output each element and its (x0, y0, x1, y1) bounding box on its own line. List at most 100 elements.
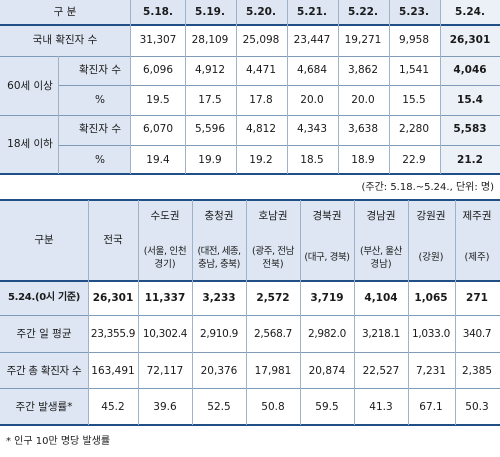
table1-cell: 4,812 (245, 123, 277, 135)
table2-region-name: 제주권 (462, 210, 492, 222)
table2-footnote: * 인구 10만 명당 발생률 (6, 436, 111, 447)
table2-cell: 2,982.0 (308, 328, 346, 340)
table2-cell: 271 (466, 292, 488, 304)
table2-cell: 26,301 (92, 292, 134, 304)
table1-header-date: 5.18. (143, 6, 173, 18)
table2-region-name: 충청권 (204, 210, 234, 222)
table1-header-date: 5.19. (195, 6, 225, 18)
table2-cell: 2,568.7 (254, 328, 292, 340)
table2-cell: 10,302.4 (142, 328, 188, 340)
table1-cell: 28,109 (191, 34, 229, 46)
table1-col-rule (130, 0, 131, 174)
table2-bottom-rule (0, 424, 500, 426)
table2-cell: 50.8 (261, 401, 285, 413)
table1-cell: 17.8 (249, 94, 273, 106)
table1-cell: 9,958 (398, 34, 430, 46)
table2-region-name: 강원권 (416, 210, 446, 222)
table1-cell: 3,862 (347, 64, 379, 76)
table2-cell: 52.5 (207, 401, 231, 413)
table1-cell: 19.5 (146, 94, 170, 106)
table1-row-rule (58, 85, 500, 86)
table1-row-rule (0, 115, 500, 116)
table1-cell: 18.9 (351, 154, 375, 166)
table2-cell: 1,033.0 (412, 328, 450, 340)
table2-cell: 17,981 (254, 365, 292, 377)
table2-cell: 11,337 (144, 292, 186, 304)
table2-cell: 4,104 (364, 292, 398, 304)
table1-cell: 4,046 (453, 64, 487, 76)
table2-cell: 7,231 (415, 365, 447, 377)
table2-cell: 39.6 (153, 401, 177, 413)
table1-cell: 23,447 (293, 34, 331, 46)
table1-cell: 19,271 (344, 34, 382, 46)
table2-cell: 3,218.1 (362, 328, 400, 340)
table2-row-rule (0, 315, 500, 316)
table1-cell: 18.5 (300, 154, 324, 166)
table2-cell: 20,376 (200, 365, 238, 377)
table1-cell: 26,301 (449, 34, 491, 46)
table2-region-name: 호남권 (258, 210, 288, 222)
table2-cell: 1,065 (414, 292, 448, 304)
table2-col-rule (138, 200, 139, 425)
table2-region-name: 경남권 (366, 210, 396, 222)
table1-col-rule (338, 0, 339, 174)
table1-col-rule (236, 0, 237, 174)
table1-row-rule (58, 145, 500, 146)
table1-col-rule (287, 0, 288, 174)
table2-row-rule (0, 388, 500, 389)
table1-cell: 22.9 (402, 154, 426, 166)
table1-cell: 21.2 (457, 154, 483, 166)
table1-row-label: 확진자 수 (79, 64, 121, 76)
table1-header-label: 구 분 (53, 6, 77, 18)
table2-region-sub: (대전, 세종, (197, 246, 242, 257)
table2-row-label: 5.24.(0시 기준) (7, 292, 81, 303)
table1-cell: 5,596 (194, 123, 226, 135)
table2-cell: 72,117 (146, 365, 184, 377)
table2-cell: 2,572 (256, 292, 290, 304)
table1-cell: 1,541 (398, 64, 430, 76)
table2-col-rule (88, 200, 89, 425)
table2-region-sub: (부산, 울산 (360, 246, 402, 257)
table1-cell: 5,583 (453, 123, 487, 135)
table2-cell: 340.7 (462, 328, 492, 340)
table2-cell: 41.3 (369, 401, 393, 413)
table2-cell: 2,385 (461, 365, 493, 377)
table2-header-rule (0, 280, 500, 282)
table2-cell: 45.2 (101, 401, 125, 413)
table2-row-label: 주간 발생률* (15, 401, 73, 413)
table2-col-rule (408, 200, 409, 425)
table2-cell: 163,491 (91, 365, 135, 377)
table2-region-sub: 경기) (154, 259, 176, 270)
table2-region-sub: (대구, 경북) (304, 252, 350, 263)
table1-row-rule (0, 56, 500, 57)
table2-header-national: 전국 (103, 234, 123, 246)
table2-cell: 3,233 (202, 292, 236, 304)
table1-cell: 4,343 (296, 123, 328, 135)
table2-col-rule (246, 200, 247, 425)
table1-header-date: 5.23. (399, 6, 429, 18)
table2-region-sub: 경남) (370, 259, 392, 270)
table1-header-date: 5.22. (348, 6, 378, 18)
table1-unit-note: (주간: 5.18.~5.24., 단위: 명) (361, 182, 494, 193)
table2-cell: 3,719 (310, 292, 344, 304)
table1-rowlabel-bg (0, 24, 130, 174)
table1-latest-col-bg (440, 0, 500, 174)
table1-header-date: 5.24. (455, 6, 485, 18)
table2-row-label: 주간 일 평균 (16, 328, 72, 340)
table2-region-name: 수도권 (150, 210, 180, 222)
table1-cell: 15.5 (402, 94, 426, 106)
table2-region-sub: 전북) (262, 259, 284, 270)
table1-header-date: 5.21. (297, 6, 327, 18)
table1-header-date: 5.20. (246, 6, 276, 18)
table2-region-name: 경북권 (312, 210, 342, 222)
table2-region-sub: (서울, 인천 (143, 246, 187, 257)
table2-cell: 2,910.9 (200, 328, 238, 340)
table2-cell: 67.1 (419, 401, 443, 413)
table1-cell: 20.0 (300, 94, 324, 106)
table1-cell: 20.0 (351, 94, 375, 106)
table2-cell: 50.3 (465, 401, 489, 413)
table1-col-rule (389, 0, 390, 174)
table1-group-label: 18세 이하 (7, 138, 53, 150)
table2-row-label: 주간 총 확진자 수 (6, 365, 82, 377)
table2-col-rule (300, 200, 301, 425)
